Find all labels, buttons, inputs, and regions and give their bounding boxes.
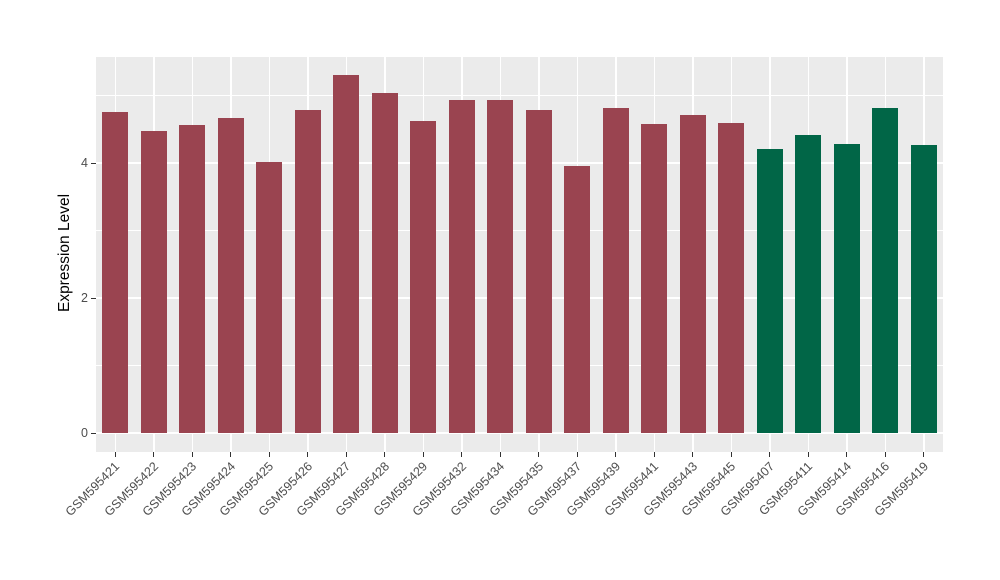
major-gridline — [96, 162, 943, 164]
bar-GSM595414 — [833, 144, 860, 433]
x-tick-mark — [615, 452, 617, 457]
bar-GSM595424 — [217, 117, 244, 433]
bar-GSM595425 — [256, 162, 283, 433]
x-tick-mark — [114, 452, 116, 457]
bar-GSM595428 — [371, 93, 398, 433]
bar-GSM595421 — [102, 112, 129, 433]
y-tick-label: 4 — [81, 156, 88, 170]
x-tick-mark — [230, 452, 232, 457]
bar-GSM595432 — [448, 99, 475, 433]
x-tick-mark — [576, 452, 578, 457]
major-gridline — [96, 297, 943, 299]
bar-GSM595419 — [910, 145, 937, 433]
x-tick-mark — [268, 452, 270, 457]
x-tick-mark — [846, 452, 848, 457]
y-tick-label: 0 — [81, 426, 88, 440]
x-tick-mark — [692, 452, 694, 457]
bar-GSM595416 — [872, 108, 899, 433]
y-tick-mark — [91, 432, 96, 434]
x-tick-mark — [807, 452, 809, 457]
x-tick-mark — [153, 452, 155, 457]
x-tick-mark — [653, 452, 655, 457]
bar-GSM595407 — [756, 148, 783, 433]
x-tick-mark — [538, 452, 540, 457]
x-tick-mark — [307, 452, 309, 457]
major-gridline — [96, 432, 943, 434]
x-tick-mark — [769, 452, 771, 457]
y-tick-mark — [91, 297, 96, 299]
x-tick-mark — [923, 452, 925, 457]
x-tick-mark — [730, 452, 732, 457]
minor-gridline — [96, 365, 943, 366]
x-tick-mark — [499, 452, 501, 457]
x-tick-mark — [884, 452, 886, 457]
x-tick-mark — [345, 452, 347, 457]
minor-gridline — [96, 230, 943, 231]
plot-panel — [96, 57, 943, 452]
x-tick-mark — [461, 452, 463, 457]
bar-GSM595443 — [679, 115, 706, 433]
x-tick-mark — [191, 452, 193, 457]
x-tick-mark — [422, 452, 424, 457]
bar-GSM595429 — [410, 121, 437, 433]
minor-gridline — [96, 95, 943, 96]
bar-GSM595426 — [294, 109, 321, 433]
bar-GSM595422 — [140, 131, 167, 433]
bar-GSM595423 — [179, 124, 206, 433]
y-tick-label: 2 — [81, 291, 88, 305]
bar-GSM595441 — [641, 123, 668, 433]
bar-GSM595435 — [525, 110, 552, 433]
x-tick-mark — [384, 452, 386, 457]
bar-GSM595411 — [795, 134, 822, 433]
bar-GSM595427 — [333, 74, 360, 433]
bar-GSM595434 — [487, 99, 514, 433]
bar-GSM595437 — [564, 166, 591, 433]
bar-GSM595439 — [602, 107, 629, 433]
y-tick-mark — [91, 162, 96, 164]
bar-GSM595445 — [718, 123, 745, 433]
